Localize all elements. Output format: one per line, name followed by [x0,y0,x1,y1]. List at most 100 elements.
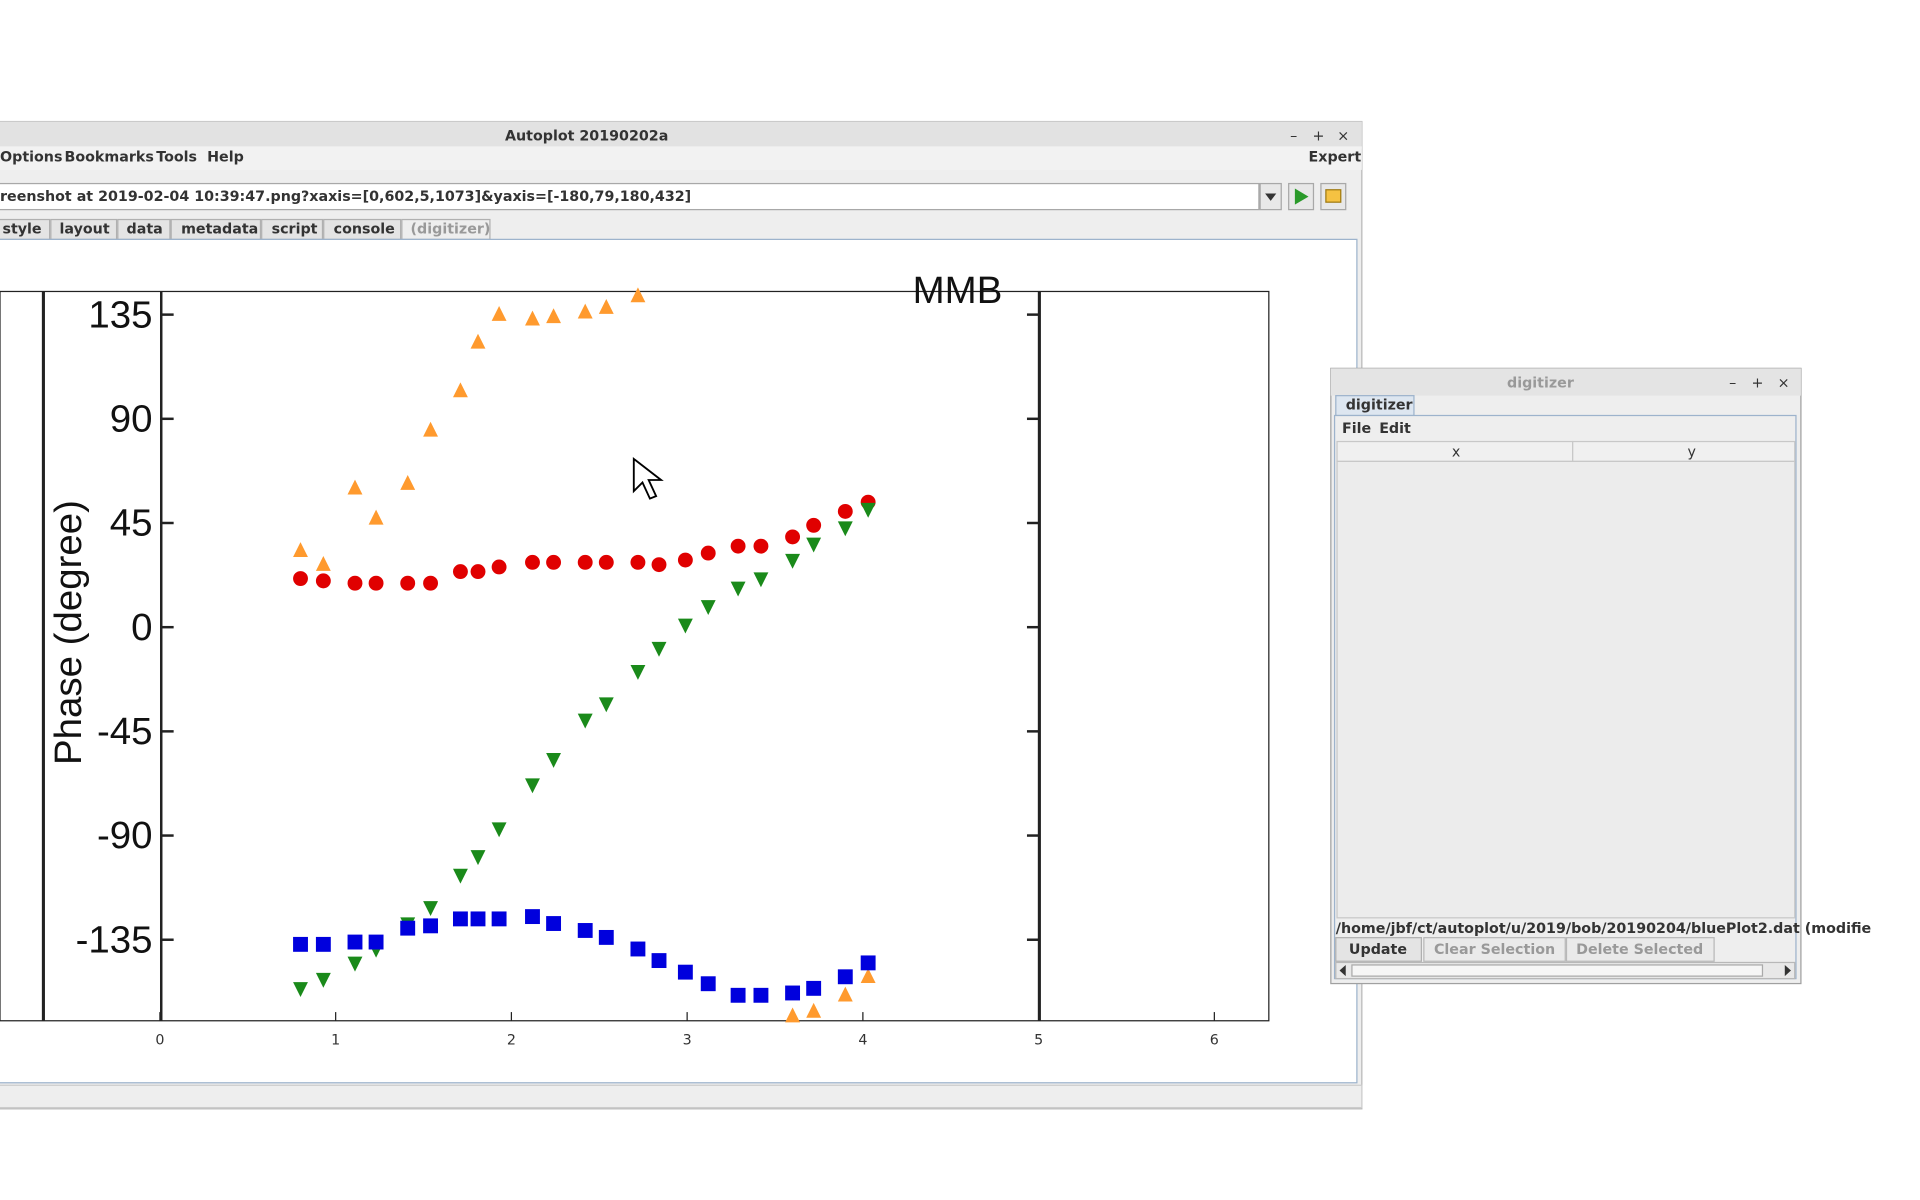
menu[interactable]: Edit [1379,421,1411,437]
minimize-button[interactable]: – [1290,128,1297,144]
marker [315,573,331,589]
marker [630,941,646,957]
y-tick-label: 135 [88,293,152,336]
x-tick-label: 2 [507,1033,516,1049]
marker [347,956,363,972]
marker [598,697,614,713]
series [293,909,876,1003]
menu[interactable]: Options [0,150,62,166]
url-text: reenshot at 2019-02-04 10:39:47.png?xaxi… [0,189,691,205]
marker [598,929,614,945]
close-button[interactable]: × [1778,375,1790,391]
x-tick-label: 3 [683,1033,692,1049]
url-field[interactable] [0,182,1260,211]
tab-label: digitizer [1346,398,1413,414]
button-label: Clear Selection [1434,942,1555,958]
status-bar [0,1084,1363,1109]
marker [837,503,853,519]
tab-label: style [2,221,41,237]
marker [368,509,384,525]
marker [651,557,667,573]
marker [525,310,540,326]
marker [347,575,363,591]
marker [452,564,468,580]
marker [546,752,562,768]
button-label: Delete Selected [1576,942,1703,958]
marker [400,474,416,490]
y-tick-label: 45 [110,502,153,545]
marker [700,976,716,992]
marker [730,538,746,554]
plot: Phase (degree) MMB 0 1 2 3 4 5 613590450-45-90… [0,269,1270,1049]
file-path: /home/jbf/ct/autoplot/u/2019/bob/2019020… [1336,921,1871,937]
marker [491,911,507,927]
menu[interactable]: Expert [1309,150,1362,166]
marker [806,517,822,533]
y-tick-label: -135 [76,918,153,961]
marker [470,564,486,580]
marker [491,559,507,575]
marker [470,333,486,349]
x-tick-label: 4 [858,1033,867,1049]
update-button[interactable] [1335,937,1423,962]
tab-strip: style layout data metadata script consol… [0,218,491,240]
marker [423,901,438,917]
marker [577,923,593,938]
marker [785,529,801,545]
marker [860,502,876,518]
y-tick-label: -90 [97,814,153,857]
marker [452,382,468,398]
marker [293,982,308,998]
marker [753,538,769,554]
delete-selected-button[interactable] [1565,937,1715,962]
y-tick-label: 90 [110,397,153,440]
marker [577,554,593,570]
series [293,494,876,591]
go-icon [1294,188,1309,205]
menu[interactable]: Bookmarks [64,150,153,166]
scroll-thumb[interactable] [1351,964,1764,977]
marker [470,911,486,927]
minimize-button[interactable]: – [1729,375,1736,391]
menu[interactable]: File [1342,421,1371,437]
marker [806,980,822,996]
marker [700,545,716,561]
marker [837,986,853,1002]
clear-selection-button[interactable] [1423,937,1566,962]
table-body [1336,460,1796,919]
marker [525,778,540,794]
annotation: MMB [913,269,1003,312]
menu[interactable]: Help [207,150,244,166]
marker [400,920,416,936]
marker [491,822,507,838]
close-button[interactable]: × [1337,128,1349,144]
marker [470,850,486,866]
marker [860,955,876,971]
y-tick-label: -45 [97,710,153,753]
tab-label: console [334,221,395,237]
button-label: Update [1349,942,1407,958]
x-tick-label: 1 [331,1033,340,1049]
marker [837,521,853,537]
marker [677,618,693,634]
marker [525,909,540,925]
menu[interactable]: Tools [156,150,197,166]
marker [785,553,801,569]
column-header[interactable] [1572,440,1796,463]
marker [400,575,416,591]
marker [368,575,384,591]
dropdown-arrow [1265,193,1277,201]
marker [293,571,308,587]
maximize-button[interactable]: + [1312,128,1324,144]
marker [347,934,363,950]
title-bar [1330,368,1801,396]
marker [630,287,646,303]
folder-icon [1325,189,1342,203]
y-tick-label: 0 [131,606,152,649]
marker [546,916,562,931]
window-title: Autoplot 20190202a [505,128,668,144]
menu-bar [0,146,1362,170]
maximize-button[interactable]: + [1752,375,1764,391]
x-tick-label: 5 [1034,1033,1043,1049]
